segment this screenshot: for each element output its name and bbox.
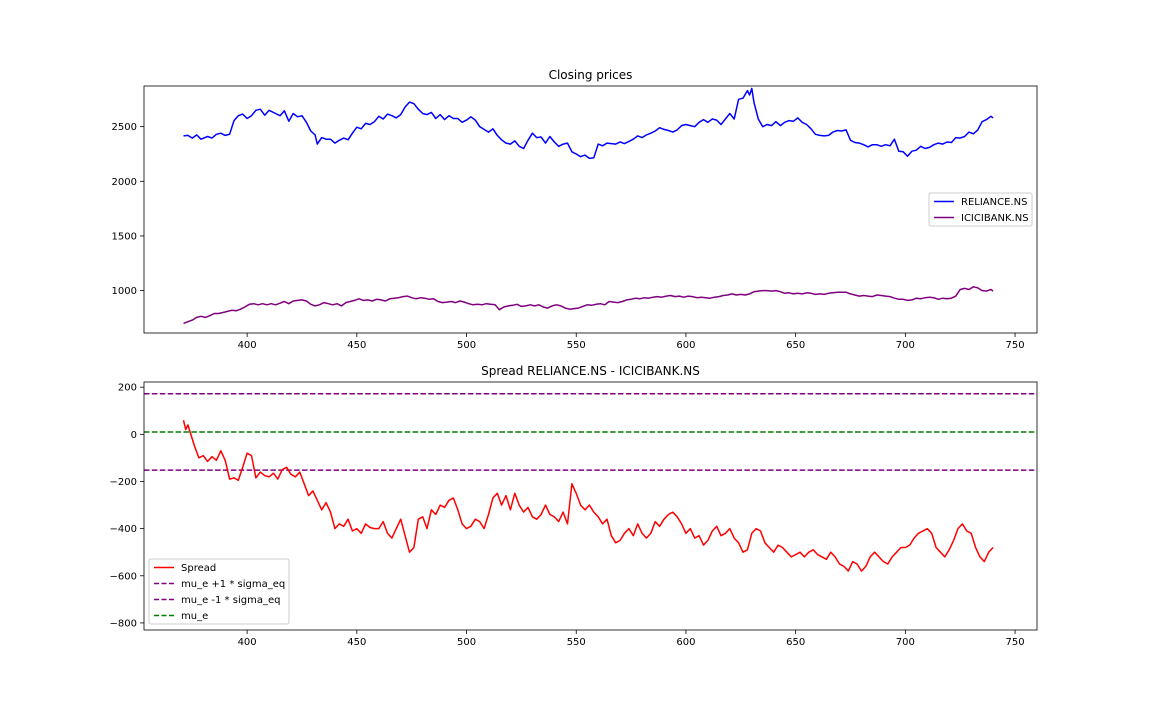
plot-area	[144, 393, 1037, 572]
y-tick-label: 1500	[112, 231, 137, 242]
series-line-spread	[182, 420, 994, 572]
y-tick-label: 0	[131, 430, 137, 441]
subplot-title: Spread RELIANCE.NS - ICICIBANK.NS	[481, 364, 700, 378]
x-tick-label: 700	[896, 340, 915, 351]
series-line-icicibank-ns	[183, 286, 994, 325]
y-tick-label: 2500	[112, 122, 137, 133]
legend-label: ICICIBANK.NS	[961, 213, 1029, 224]
series-line-reliance-ns	[183, 87, 994, 160]
y-tick-label: −800	[110, 618, 137, 629]
axes-frame	[143, 85, 1038, 334]
x-tick-label: 450	[347, 637, 366, 648]
legend: RELIANCE.NS ICICIBANK.NS	[928, 192, 1033, 227]
legend-label: mu_e -1 * sigma_eq	[181, 595, 280, 606]
x-tick-label: 450	[347, 340, 366, 351]
y-tick-label: −200	[110, 477, 137, 488]
x-tick-label: 400	[238, 637, 257, 648]
legend-label: mu_e +1 * sigma_eq	[181, 579, 285, 590]
x-tick-label: 500	[457, 340, 476, 351]
legend: Spread mu_e +1 * sigma_eq mu_e -1 * sigma_…	[148, 558, 290, 625]
y-tick-label: 1000	[112, 286, 137, 297]
legend-label: Spread	[181, 563, 216, 574]
subplot-title: Closing prices	[549, 68, 633, 82]
x-tick-label: 750	[1006, 637, 1025, 648]
y-tick-label: 200	[118, 383, 137, 394]
subplot-2: Spread RELIANCE.NS - ICICIBANK.NS 400 450 5…	[110, 364, 1038, 648]
x-tick-label: 400	[238, 340, 257, 351]
axes-frame	[143, 381, 1038, 631]
legend-label: mu_e	[181, 611, 208, 622]
x-tick-label: 500	[457, 637, 476, 648]
legend-box	[148, 558, 290, 625]
x-tick-label: 650	[786, 637, 805, 648]
y-tick-label: −400	[110, 524, 137, 535]
x-tick-label: 600	[676, 340, 695, 351]
x-tick-label: 650	[786, 340, 805, 351]
x-tick-label: 550	[567, 340, 586, 351]
subplot-1: Closing prices 400 450 500 550 600 650 700 750 10…	[112, 68, 1038, 351]
x-tick-label: 550	[567, 637, 586, 648]
plot-area	[183, 87, 994, 325]
x-tick-label: 600	[676, 637, 695, 648]
x-tick-label: 700	[896, 637, 915, 648]
x-tick-label: 750	[1006, 340, 1025, 351]
legend-box	[928, 192, 1033, 227]
legend-label: RELIANCE.NS	[961, 197, 1027, 208]
y-tick-label: 2000	[112, 177, 137, 188]
y-tick-label: −600	[110, 571, 137, 582]
